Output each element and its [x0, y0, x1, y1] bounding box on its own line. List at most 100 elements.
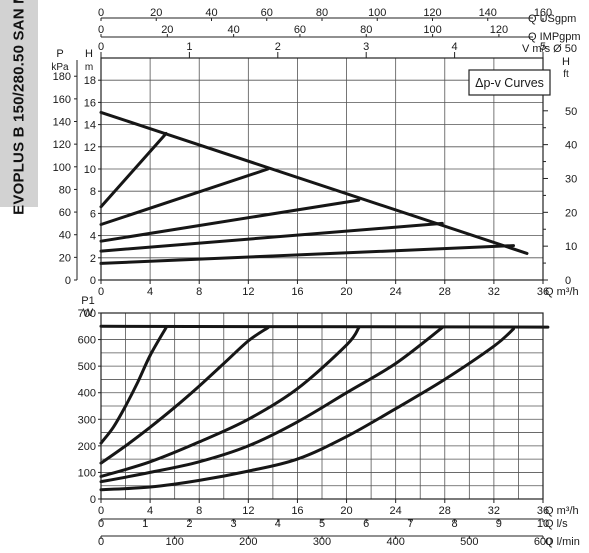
power-tick-label: 300 [78, 414, 96, 426]
grid-layer [100, 57, 544, 500]
velocity-tick-label: 1 [186, 41, 192, 53]
top-x-tick-label: 0 [98, 286, 104, 298]
power-curve-3 [99, 326, 361, 478]
top-x-tick-label: 28 [439, 286, 451, 298]
bottom-scale-label-1: Q l/min [545, 536, 580, 548]
impgpm-tick-label: 0 [98, 24, 104, 36]
usgpm-tick-label: 20 [150, 7, 162, 19]
top-x-tick-label: 16 [291, 286, 303, 298]
bottom-scale-tick-label: 200 [239, 536, 257, 548]
head-m-tick-label: 12 [84, 142, 96, 154]
bottom-scale-tick-label: 8 [452, 518, 458, 530]
ft-tick-label: 10 [565, 241, 577, 253]
head-m-tick-label: 6 [90, 208, 96, 220]
kpa-tick-label: 20 [59, 252, 71, 264]
bottom-x-tick-label: 24 [390, 505, 402, 517]
ft-axis-unit: ft [563, 69, 569, 80]
bottom-x-tick-label: 4 [147, 505, 153, 517]
bottom-scale-tick-label: 400 [386, 536, 404, 548]
top-x-tick-label: 12 [242, 286, 254, 298]
bottom-scale-tick-label: 2 [186, 518, 192, 530]
bottom-x-tick-label: 36 [537, 505, 549, 517]
kpa-tick-label: 60 [59, 207, 71, 219]
power-tick-label: 400 [78, 388, 96, 400]
bottom-scale-tick-label: 300 [313, 536, 331, 548]
top-x-tick-label: 8 [196, 286, 202, 298]
top-x-tick-label: 24 [390, 286, 402, 298]
head-m-tick-label: 8 [90, 186, 96, 198]
bottom-scale-tick-label: 9 [496, 518, 502, 530]
kpa-tick-label: 120 [53, 139, 71, 151]
bottom-scale-tick-label: 0 [98, 536, 104, 548]
kpa-axis-letter: P [56, 48, 63, 60]
bottom-scale-tick-label: 100 [165, 536, 183, 548]
power-curve-5 [99, 327, 515, 492]
bottom-x-tick-label: 28 [439, 505, 451, 517]
head-m-tick-label: 10 [84, 164, 96, 176]
impgpm-axis-label: Q IMPgpm [528, 31, 581, 43]
power-tick-label: 100 [78, 467, 96, 479]
kpa-tick-label: 0 [65, 275, 71, 287]
top-x-tick-label: 20 [340, 286, 352, 298]
power-tick-label: 0 [90, 494, 96, 506]
bottom-scale-tick-label: 3 [231, 518, 237, 530]
kpa-tick-label: 80 [59, 184, 71, 196]
velocity-tick-label: 0 [98, 41, 104, 53]
head-m-tick-label: 16 [84, 97, 96, 109]
ft-tick-label: 20 [565, 207, 577, 219]
impgpm-tick-label: 60 [294, 24, 306, 36]
ft-tick-label: 30 [565, 173, 577, 185]
usgpm-tick-label: 120 [423, 7, 441, 19]
impgpm-tick-label: 100 [423, 24, 441, 36]
bottom-scale-tick-label: 5 [319, 518, 325, 530]
top-x-tick-label: 32 [488, 286, 500, 298]
kpa-tick-label: 160 [53, 94, 71, 106]
side-title-band: EVOPLUS B 150/280.50 SAN M [0, 0, 38, 215]
power-tick-label: 200 [78, 441, 96, 453]
bottom-scale-label-0: Q l/s [545, 518, 568, 530]
velocity-axis-label: V m/s Ø 50 [522, 43, 577, 55]
head-m-axis-letter: H [85, 48, 93, 60]
power-curve-4 [99, 326, 444, 484]
top-curve-0 [99, 110, 529, 255]
bottom-x-tick-label: 0 [98, 505, 104, 517]
power-curve-0 [99, 324, 550, 329]
top-x-axis-label: Q m³/h [545, 286, 579, 298]
top-curve-5 [99, 244, 515, 265]
legend: Δp-v Curves [468, 69, 551, 96]
head-m-tick-label: 14 [84, 120, 96, 132]
kpa-tick-label: 180 [53, 71, 71, 83]
curves-layer [99, 110, 550, 492]
usgpm-axis-label: Q USgpm [528, 13, 576, 25]
bottom-x-tick-label: 16 [291, 505, 303, 517]
usgpm-tick-label: 140 [479, 7, 497, 19]
axes-layer: 0 4 8 12 16 20 24 28 32 36Q m³/h0 20 40 60 80 100 120 14… [51, 7, 580, 548]
head-m-tick-label: 4 [90, 231, 96, 243]
kpa-tick-label: 140 [53, 117, 71, 129]
head-m-tick-label: 0 [90, 275, 96, 287]
top-curve-3 [99, 198, 361, 243]
bottom-scale-tick-label: 10 [537, 518, 549, 530]
bottom-scale-tick-label: 1 [142, 518, 148, 530]
legend-box [468, 69, 551, 96]
top-x-tick-label: 4 [147, 286, 153, 298]
top-curve-4 [99, 221, 444, 253]
kpa-axis-unit: kPa [51, 62, 69, 73]
head-m-tick-label: 2 [90, 253, 96, 265]
power-tick-label: 600 [78, 335, 96, 347]
bottom-plot-frame [100, 312, 544, 500]
legend-text: Δp-v Curves [475, 76, 544, 90]
velocity-tick-label: 3 [363, 41, 369, 53]
bottom-scale-tick-label: 7 [407, 518, 413, 530]
usgpm-tick-label: 40 [205, 7, 217, 19]
bottom-x-tick-label: 12 [242, 505, 254, 517]
impgpm-tick-label: 80 [360, 24, 372, 36]
power-tick-label: 700 [78, 308, 96, 320]
usgpm-tick-label: 100 [368, 7, 386, 19]
power-axis-letter: P1 [81, 295, 94, 307]
top-curve-2 [99, 167, 270, 226]
bottom-x-axis-label: Q m³/h [545, 505, 579, 517]
top-x-tick-label: 36 [537, 286, 549, 298]
bottom-scale-tick-label: 6 [363, 518, 369, 530]
